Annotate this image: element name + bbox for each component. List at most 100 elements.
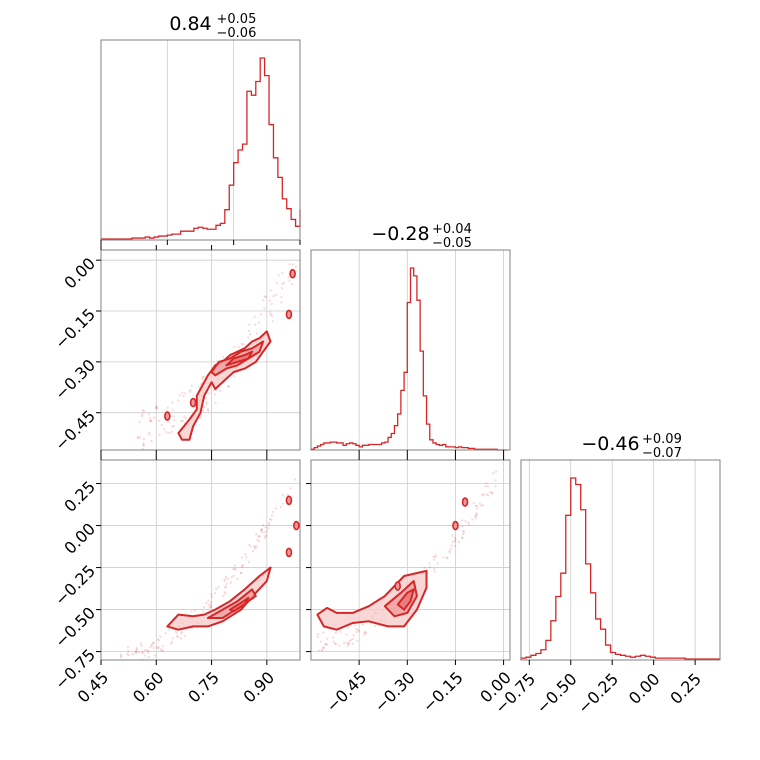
- scatter-point: [248, 543, 251, 547]
- scatter-point: [150, 643, 153, 646]
- scatter-point: [184, 417, 187, 420]
- scatter-point: [263, 307, 266, 310]
- scatter-point: [269, 289, 272, 292]
- scatter-point: [126, 645, 130, 648]
- scatter-point: [448, 549, 451, 552]
- scatter-point: [126, 652, 129, 655]
- scatter-point: [294, 478, 297, 481]
- y-tick-label: −0.30: [51, 356, 99, 404]
- scatter-point: [258, 535, 261, 538]
- scatter-point: [229, 581, 233, 584]
- scatter-point: [138, 436, 142, 439]
- scatter-point: [201, 377, 204, 380]
- scatter-point: [202, 410, 205, 413]
- scatter-point: [453, 540, 457, 543]
- scatter-point: [256, 332, 259, 335]
- scatter-point: [256, 538, 259, 542]
- scatter-point: [289, 487, 292, 490]
- contour-inner: [229, 596, 250, 613]
- scatter-point: [236, 577, 239, 581]
- scatter-point: [253, 546, 256, 549]
- scatter-point: [436, 562, 439, 565]
- scatter-point: [170, 640, 173, 644]
- scatter-point: [200, 414, 203, 417]
- scatter-point: [242, 343, 245, 346]
- scatter-point: [316, 633, 320, 636]
- scatter-point: [471, 518, 474, 521]
- scatter-point: [280, 296, 283, 299]
- scatter-point: [219, 390, 222, 393]
- scatter-point: [264, 534, 267, 538]
- scatter-point: [269, 313, 272, 316]
- scatter-point: [177, 399, 180, 402]
- contour-island: [285, 547, 293, 558]
- scatter-point: [480, 504, 483, 507]
- scatter-point: [449, 547, 452, 550]
- x-tick-label: 0.25: [666, 669, 705, 708]
- scatter-point: [137, 651, 140, 654]
- scatter-point: [166, 406, 169, 409]
- scatter-point: [262, 524, 265, 527]
- scatter-point: [146, 651, 149, 654]
- scatter-point: [475, 507, 478, 510]
- y-tick-label: 0.25: [60, 477, 99, 516]
- scatter-point: [169, 642, 173, 645]
- scatter-point: [152, 641, 155, 644]
- scatter-point: [157, 647, 160, 650]
- scatter-point: [155, 405, 158, 408]
- scatter-point: [171, 401, 174, 404]
- scatter-point: [120, 654, 123, 657]
- scatter-point: [334, 631, 337, 634]
- scatter-point: [210, 601, 213, 604]
- scatter-point: [287, 276, 290, 279]
- scatter-point: [286, 493, 289, 497]
- scatter-point: [494, 470, 498, 473]
- scatter-point: [482, 493, 485, 496]
- scatter-point: [208, 606, 212, 609]
- scatter-point: [257, 535, 261, 538]
- scatter-point: [222, 356, 225, 359]
- scatter-point: [347, 625, 350, 629]
- scatter-point: [182, 395, 185, 398]
- scatter-point: [230, 576, 233, 579]
- scatter-point: [148, 433, 151, 436]
- title-median: −0.46: [581, 433, 639, 455]
- scatter-point: [255, 533, 258, 536]
- scatter-point: [205, 601, 208, 605]
- scatter-point: [135, 649, 138, 652]
- contour-mid: [383, 580, 418, 618]
- x-tick-label: 0.90: [240, 668, 279, 707]
- scatter-point: [180, 632, 183, 635]
- scatter-point: [204, 397, 207, 400]
- scatter-point: [225, 582, 228, 585]
- scatter-point: [433, 570, 436, 573]
- scatter-point: [345, 641, 348, 645]
- scatter-point: [147, 431, 151, 434]
- scatter-point: [259, 313, 262, 316]
- scatter-point: [145, 648, 149, 652]
- contour-panel-2: [306, 455, 511, 665]
- scatter-point: [239, 572, 243, 575]
- scatter-point: [188, 390, 191, 393]
- scatter-point: [189, 389, 192, 392]
- scatter-point: [140, 644, 143, 647]
- scatter-point: [423, 566, 426, 569]
- scatter-point: [208, 392, 211, 395]
- scatter-point: [272, 510, 275, 513]
- scatter-point: [291, 263, 295, 266]
- scatter-point: [474, 517, 477, 520]
- scatter-point: [326, 637, 329, 640]
- contour-panel-1: 0.250.00−0.25−0.50−0.750.45 0.60 0.75 0.90: [51, 455, 301, 707]
- scatter-point: [224, 578, 227, 581]
- scatter-point: [351, 637, 354, 641]
- scatter-point: [349, 638, 353, 642]
- scatter-point: [282, 281, 286, 284]
- scatter-point: [240, 564, 243, 568]
- scatter-point: [205, 402, 208, 406]
- scatter-point: [183, 392, 186, 395]
- scatter-point: [271, 320, 274, 323]
- panel-frame: [100, 459, 301, 661]
- scatter-point: [263, 531, 266, 534]
- scatter-point: [472, 501, 475, 504]
- scatter-point: [333, 642, 337, 645]
